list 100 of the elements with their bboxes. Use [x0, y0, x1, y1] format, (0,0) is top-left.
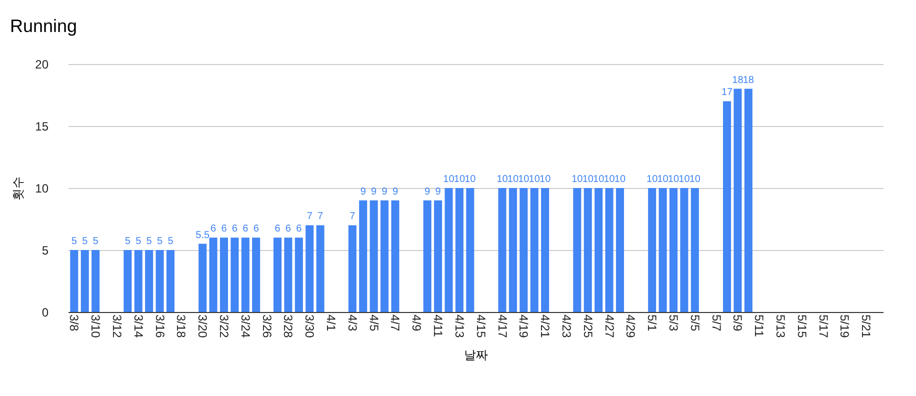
bar — [124, 250, 132, 312]
data-label: 10 — [646, 174, 658, 185]
x-tick-label: 3/16 — [152, 314, 167, 338]
x-tick-label: 3/30 — [302, 314, 317, 338]
x-tick-label: 3/28 — [281, 314, 296, 338]
x-tick-label: 3/10 — [88, 314, 103, 338]
data-label: 7 — [318, 211, 324, 222]
bar — [166, 250, 174, 312]
x-tick-label: 4/11 — [431, 314, 446, 338]
bar — [584, 188, 592, 312]
bar — [722, 101, 732, 312]
data-label: 6 — [296, 224, 302, 235]
data-label: 10 — [668, 174, 680, 185]
bar — [70, 250, 78, 312]
data-label: 5 — [71, 236, 78, 247]
data-label: 5 — [92, 236, 99, 247]
x-tick-label: 5/7 — [709, 314, 724, 332]
bar — [198, 244, 207, 312]
data-label: 5 — [82, 236, 88, 247]
data-label: 9 — [371, 186, 378, 198]
x-tick-label: 4/23 — [559, 314, 574, 338]
bar — [648, 188, 656, 312]
y-tick-label: 0 — [42, 306, 49, 320]
x-tick-label: 4/25 — [580, 314, 595, 338]
data-label: 5 — [146, 236, 152, 247]
x-tick-label: 4/27 — [602, 314, 616, 338]
bar — [680, 188, 688, 312]
data-label: 18 — [732, 74, 744, 86]
data-label: 10 — [454, 174, 466, 185]
bar — [444, 188, 453, 312]
bar — [348, 225, 356, 312]
data-label: 10 — [540, 174, 552, 185]
data-label: 10 — [689, 174, 701, 185]
data-label: 10 — [572, 174, 584, 185]
x-tick-label: 4/7 — [388, 314, 402, 332]
data-label: 6 — [221, 224, 228, 235]
data-label: 9 — [382, 186, 388, 198]
x-tick-label: 5/3 — [666, 314, 680, 332]
bar — [594, 188, 603, 312]
x-tick-label: 5/11 — [752, 314, 766, 338]
bar — [530, 188, 538, 312]
bar — [744, 88, 752, 312]
x-tick-label: 4/15 — [474, 314, 488, 338]
bar — [220, 238, 228, 312]
x-tick-label: 4/29 — [624, 314, 638, 338]
bar — [230, 238, 239, 312]
bar — [508, 188, 517, 312]
data-label: 6 — [242, 224, 249, 235]
x-tick-label: 5/17 — [816, 314, 830, 338]
data-label: 10 — [518, 174, 530, 185]
data-label: 10 — [464, 174, 476, 185]
data-label: 9 — [435, 186, 442, 198]
y-tick-label: 15 — [35, 120, 49, 134]
data-label: 10 — [443, 174, 455, 185]
x-tick-label: 5/13 — [774, 314, 788, 338]
x-tick-label: 5/21 — [859, 314, 874, 338]
data-label: 6 — [274, 224, 281, 235]
data-label: 10 — [657, 174, 669, 185]
x-tick-label: 3/20 — [196, 314, 210, 338]
bar — [156, 250, 164, 312]
data-label: 10 — [496, 174, 508, 185]
data-label: 5.5 — [196, 230, 210, 241]
bar — [669, 188, 678, 312]
x-tick-label: 4/21 — [538, 314, 552, 338]
x-tick-label: 4/17 — [495, 314, 510, 338]
data-label: 6 — [285, 224, 292, 235]
bar — [284, 238, 292, 312]
data-label: 10 — [604, 174, 616, 185]
y-tick-label: 10 — [35, 182, 49, 196]
data-label: 9 — [360, 186, 366, 198]
data-label: 7 — [350, 211, 356, 222]
data-label: 6 — [232, 224, 238, 235]
x-tick-label: 4/1 — [324, 314, 338, 332]
data-label: 10 — [528, 174, 540, 185]
data-label: 10 — [507, 174, 519, 185]
x-tick-label: 4/19 — [516, 314, 531, 338]
x-axis-title: 날짜 — [464, 348, 488, 362]
bar — [294, 238, 303, 312]
bar — [616, 188, 624, 312]
y-tick-label: 5 — [42, 244, 49, 258]
bar — [605, 188, 614, 312]
bar — [380, 200, 389, 312]
data-label: 7 — [306, 211, 313, 222]
data-label: 9 — [392, 186, 398, 198]
bar — [423, 200, 432, 312]
data-label: 5 — [136, 236, 142, 247]
bar — [520, 188, 528, 312]
bar — [92, 250, 100, 312]
bar — [734, 88, 742, 312]
x-tick-label: 4/13 — [452, 314, 466, 338]
x-tick-label: 5/5 — [688, 314, 702, 332]
data-label: 5 — [156, 236, 163, 247]
bar — [252, 238, 260, 312]
bar — [209, 238, 218, 312]
x-tick-label: 3/22 — [216, 314, 231, 338]
bar — [134, 250, 142, 312]
x-tick-label: 3/8 — [67, 314, 82, 332]
bar — [241, 238, 250, 312]
data-label: 6 — [210, 224, 217, 235]
bar — [306, 225, 314, 312]
